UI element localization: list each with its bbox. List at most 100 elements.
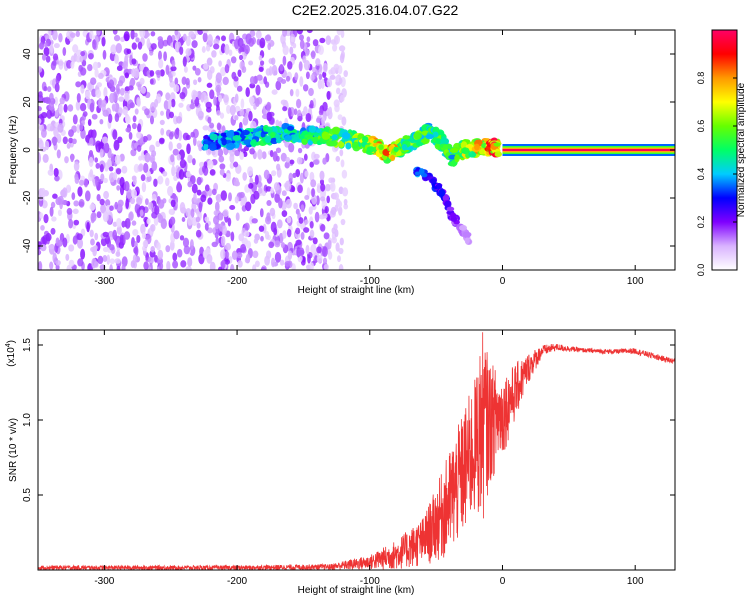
- heatmap-cell: [109, 264, 113, 270]
- heatmap-cell: [44, 140, 50, 151]
- heatmap-cell: [270, 257, 276, 268]
- heatmap-cell: [143, 261, 149, 270]
- heatmap-cell: [196, 189, 202, 196]
- heatmap-cell: [51, 216, 57, 222]
- heatmap-cell: [266, 199, 272, 207]
- heatmap-cell: [155, 140, 161, 148]
- heatmap-cell: [83, 178, 89, 188]
- heatmap-cell: [89, 169, 94, 178]
- heatmap-cell: [309, 100, 314, 109]
- heatmap-cell: [185, 266, 192, 270]
- heatmap-cell: [141, 182, 147, 193]
- heatmap-cell: [94, 157, 99, 163]
- heatmap-cell: [43, 46, 50, 57]
- heatmap-cell: [95, 162, 100, 169]
- heatmap-cell: [137, 83, 142, 91]
- heatmap-cell: [185, 134, 191, 141]
- heatmap-cell: [341, 132, 351, 140]
- heatmap-cell: [248, 182, 254, 189]
- heatmap-cell: [245, 87, 250, 98]
- heatmap-cell: [214, 201, 220, 212]
- heatmap-cell: [213, 215, 220, 225]
- heatmap-cell: [136, 234, 141, 244]
- heatmap-cell: [337, 114, 343, 121]
- heatmap-cell: [234, 93, 239, 103]
- heatmap-cell: [176, 153, 181, 161]
- heatmap-cell: [232, 135, 242, 141]
- heatmap-cell: [299, 172, 304, 184]
- heatmap-cell: [262, 114, 269, 120]
- heatmap-cell: [75, 100, 81, 111]
- heatmap-cell: [264, 231, 270, 240]
- heatmap-cell: [250, 139, 257, 148]
- heatmap-cell: [97, 72, 104, 80]
- heatmap-cell: [204, 222, 209, 231]
- heatmap-cell: [160, 110, 164, 116]
- heatmap-cell: [103, 86, 108, 98]
- heatmap-cell: [236, 252, 243, 259]
- heatmap-cell: [128, 132, 133, 140]
- heatmap-cell: [51, 60, 57, 66]
- heatmap-cell: [378, 144, 384, 150]
- heatmap-cell: [202, 140, 212, 145]
- heatmap-cell: [126, 188, 133, 199]
- heatmap-cell: [153, 178, 158, 188]
- heatmap-cell: [299, 34, 304, 41]
- heatmap-cell: [45, 233, 52, 242]
- heatmap-cell: [89, 102, 95, 113]
- heatmap-cell: [56, 133, 62, 144]
- heatmap-cell: [213, 96, 218, 106]
- heatmap-cell: [174, 77, 179, 86]
- heatmap-cell: [102, 109, 109, 117]
- heatmap-cell: [255, 98, 260, 107]
- heatmap-cell: [284, 180, 292, 192]
- heatmap-cell: [70, 61, 75, 69]
- heatmap-cell: [49, 261, 54, 270]
- snr-frame: [37, 329, 676, 571]
- heatmap-cell: [208, 143, 217, 151]
- heatmap-cell: [226, 104, 231, 114]
- heatmap-cell: [40, 243, 47, 252]
- heatmap-cell: [322, 212, 328, 219]
- heatmap-cell: [275, 80, 282, 91]
- heatmap-cell: [235, 212, 240, 222]
- heatmap-cell: [315, 58, 321, 66]
- heatmap-cell: [179, 46, 184, 55]
- heatmap-cell: [283, 128, 289, 134]
- heatmap-cell: [244, 257, 251, 264]
- heatmap-cell: [194, 96, 200, 107]
- heatmap-cell: [136, 197, 143, 206]
- heatmap-cell: [327, 251, 333, 260]
- heatmap-cell: [228, 49, 233, 56]
- heatmap-cell: [309, 161, 314, 168]
- heatmap-cell: [275, 138, 282, 144]
- heatmap-cell: [137, 41, 143, 50]
- heatmap-cell: [79, 55, 84, 63]
- heatmap-cell: [238, 233, 244, 242]
- heatmap-cell: [337, 255, 341, 263]
- heatmap-cell: [286, 228, 292, 238]
- heatmap-cell: [340, 218, 346, 226]
- heatmap-cell: [74, 176, 80, 184]
- heatmap-cell: [68, 259, 75, 267]
- heatmap-cell: [249, 83, 256, 89]
- heatmap-cell: [335, 155, 341, 163]
- heatmap-cell: [98, 97, 103, 109]
- heatmap-cell: [221, 35, 226, 42]
- heatmap-cell: [310, 244, 317, 255]
- x-tick-label: 0: [500, 276, 506, 287]
- heatmap-cell: [39, 212, 44, 219]
- heatmap-cell: [256, 74, 263, 81]
- heatmap-cell: [289, 89, 294, 97]
- heatmap-cell: [239, 108, 245, 117]
- heatmap-cell: [230, 263, 235, 270]
- heatmap-cell: [162, 171, 168, 177]
- heatmap-cell: [163, 100, 169, 110]
- heatmap-cell: [326, 195, 331, 204]
- heatmap-cell: [170, 98, 176, 108]
- heatmap-cell: [51, 136, 58, 145]
- heatmap-cell: [121, 165, 128, 174]
- heatmap-cell: [248, 60, 254, 66]
- heatmap-cell: [183, 66, 188, 73]
- heatmap-cell: [416, 141, 424, 147]
